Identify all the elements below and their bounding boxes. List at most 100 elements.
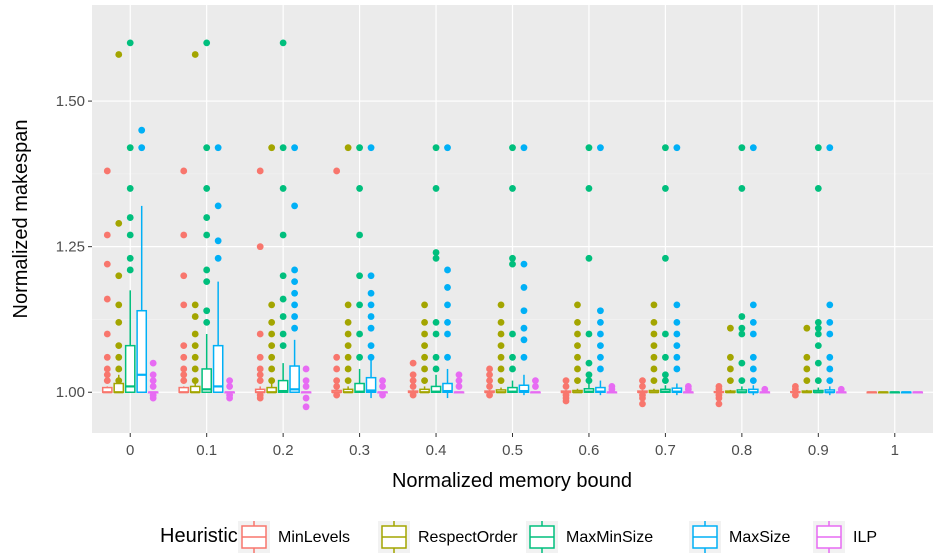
- outlier-point: [585, 377, 593, 384]
- box: [442, 382, 453, 393]
- x-tick-label: 0.4: [426, 442, 447, 459]
- outlier-point: [673, 301, 681, 309]
- box: [365, 376, 377, 393]
- outlier-point: [203, 231, 211, 239]
- outlier-point: [149, 383, 157, 390]
- outlier-point: [203, 278, 211, 285]
- outlier-point: [574, 353, 581, 361]
- outlier-point: [562, 377, 570, 384]
- outlier-point: [333, 377, 341, 384]
- outlier-point: [673, 318, 681, 326]
- outlier-point: [749, 301, 757, 309]
- outlier-point: [191, 342, 199, 350]
- outlier-point: [520, 260, 528, 268]
- outlier-point: [409, 359, 417, 367]
- outlier-point: [497, 377, 505, 384]
- outlier-point: [180, 371, 188, 379]
- outlier-point: [302, 377, 310, 384]
- outlier-point: [803, 324, 811, 332]
- outlier-point: [662, 330, 669, 338]
- outlier-point: [662, 377, 669, 384]
- outlier-point: [738, 144, 746, 152]
- outlier-point: [138, 144, 146, 152]
- outlier-point: [814, 185, 822, 192]
- outlier-point: [379, 383, 386, 390]
- outlier-point: [639, 394, 646, 402]
- outlier-point: [409, 383, 417, 390]
- outlier-point: [509, 254, 516, 262]
- outlier-point: [650, 301, 658, 309]
- legend-item-ilp: ILP: [813, 521, 877, 553]
- outlier-point: [115, 301, 123, 309]
- outlier-point: [662, 254, 669, 262]
- outlier-point: [574, 301, 581, 309]
- outlier-point: [597, 144, 604, 152]
- outlier-point: [367, 289, 375, 297]
- outlier-point: [585, 371, 593, 379]
- outlier-point: [749, 318, 757, 326]
- series-maxminsize: [124, 39, 901, 394]
- outlier-point: [455, 383, 463, 390]
- outlier-point: [650, 365, 658, 373]
- y-axis-title: Normalized makespan: [10, 120, 32, 319]
- outlier-point: [203, 144, 211, 152]
- legend-item-maxsize: MaxSize: [689, 521, 790, 553]
- outlier-point: [444, 353, 451, 361]
- outlier-point: [203, 185, 211, 192]
- outlier-point: [291, 144, 299, 152]
- legend-item-minlevels: MinLevels: [238, 521, 350, 553]
- outlier-point: [826, 330, 834, 338]
- outlier-point: [432, 254, 440, 262]
- outlier-point: [673, 330, 681, 338]
- outlier-point: [344, 353, 352, 361]
- outlier-point: [803, 377, 811, 384]
- outlier-point: [256, 377, 264, 384]
- outlier-point: [497, 318, 505, 326]
- x-tick-label: 0.2: [273, 442, 294, 459]
- outlier-point: [562, 397, 570, 405]
- legend-label: ILP: [853, 529, 877, 546]
- outlier-point: [126, 214, 134, 221]
- outlier-point: [256, 353, 264, 361]
- outlier-point: [826, 301, 834, 309]
- outlier-point: [203, 318, 211, 326]
- outlier-point: [356, 272, 363, 280]
- legend: Heuristic MinLevels RespectOrder MaxMinSiz…: [160, 521, 877, 553]
- outlier-point: [574, 365, 581, 373]
- outlier-point: [585, 185, 593, 192]
- marks-layer: [101, 39, 924, 411]
- outlier-point: [356, 353, 363, 361]
- outlier-point: [344, 301, 352, 309]
- outlier-point: [379, 391, 386, 399]
- outlier-point: [279, 313, 287, 320]
- outlier-point: [826, 365, 834, 373]
- outlier-point: [226, 383, 234, 390]
- outlier-point: [115, 51, 123, 58]
- x-tick-label: 0.5: [502, 442, 523, 459]
- outlier-point: [256, 365, 264, 373]
- outlier-point: [103, 330, 111, 338]
- outlier-point: [574, 377, 581, 384]
- legend-item-respectorder: RespectOrder: [378, 521, 518, 553]
- box: [113, 382, 125, 393]
- outlier-point: [738, 313, 746, 320]
- outlier-point: [268, 318, 276, 326]
- outlier-point: [814, 342, 822, 350]
- outlier-point: [444, 266, 451, 274]
- outlier-point: [291, 313, 299, 320]
- outlier-point: [226, 394, 234, 402]
- outlier-point: [103, 231, 111, 239]
- x-tick-label: 0: [126, 442, 134, 459]
- legend-label: MaxMinSize: [566, 529, 653, 546]
- outlier-point: [333, 353, 341, 361]
- series-minlevels: [101, 167, 878, 408]
- outlier-point: [497, 342, 505, 350]
- outlier-point: [356, 330, 363, 338]
- outlier-point: [180, 167, 188, 175]
- box: [518, 384, 530, 393]
- outlier-point: [486, 371, 493, 379]
- axes-layer: 1.00 1.25 1.50 0 0.1 0.2 0.3 0.4 0.5 0.6 0.7 0.8 0.9…: [56, 93, 899, 459]
- outlier-point: [103, 371, 111, 379]
- box: [124, 344, 136, 393]
- outlier-point: [803, 365, 811, 373]
